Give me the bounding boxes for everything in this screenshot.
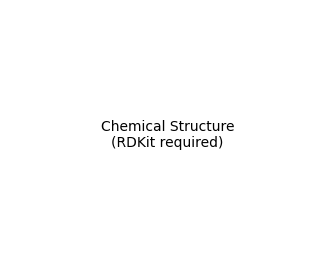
Text: Chemical Structure
(RDKit required): Chemical Structure (RDKit required) xyxy=(101,120,234,150)
